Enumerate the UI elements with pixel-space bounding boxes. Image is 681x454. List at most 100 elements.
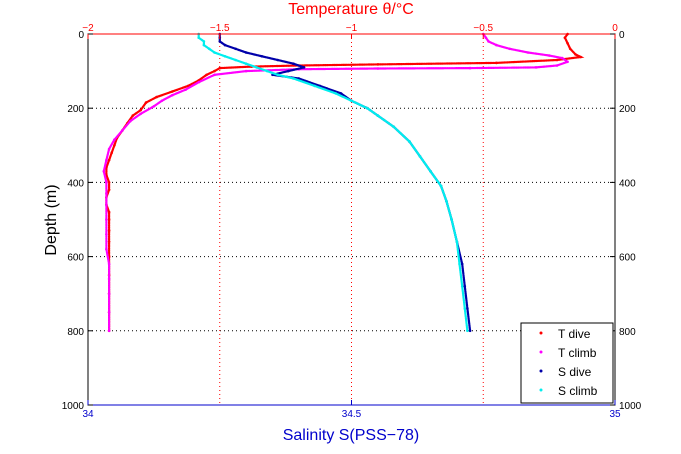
data-point [105,192,108,195]
depth-tick-label-right: 600 [619,253,636,264]
salinity-tick-label: 34 [82,409,94,420]
data-point [234,47,237,51]
data-point [244,51,248,54]
data-point [107,292,111,296]
data-point [223,55,227,58]
data-point [334,92,338,95]
series-trace [105,32,585,332]
depth-tick-label-left: 200 [67,104,84,115]
chart-title: Temperature θ/°C [288,1,414,18]
data-point [574,53,577,56]
data-point [313,84,316,88]
data-point [171,93,174,97]
data-point [171,90,174,93]
series-layer [102,32,585,333]
data-point [487,40,490,43]
legend: T dive T climb S dive S climb [520,322,614,404]
data-point [139,108,142,112]
depth-tick-label-left: 800 [67,327,84,338]
data-point [561,56,564,60]
data-point [460,285,464,288]
legend-marker [539,388,543,392]
data-point [105,203,108,206]
data-point [105,218,108,221]
depth-tick-label-right: 800 [619,327,636,338]
data-point [495,61,498,65]
data-point [276,58,280,62]
data-point [144,101,148,104]
data-point [376,63,380,66]
data-point [376,67,380,70]
temperature-tick-label: −0.5 [473,23,493,34]
series-s-climb [197,32,469,333]
y-axis-label: Depth (m) [43,184,60,255]
data-point [260,55,264,58]
data-point [466,307,469,310]
data-point [376,114,380,117]
data-point [107,188,111,192]
salinity-tick-label: 34.5 [342,409,362,420]
data-point [139,112,142,116]
series-t-climb [102,32,570,333]
temperature-tick-label: −2 [82,23,94,34]
data-point [408,140,411,143]
data-point [160,99,164,103]
data-point [107,181,111,184]
data-point [276,73,280,77]
data-point [255,66,258,69]
legend-marker [539,331,543,335]
data-point [566,60,569,64]
data-point [339,92,343,95]
depth-tick-label-left: 1000 [62,401,85,412]
data-point [213,51,216,54]
data-point [107,147,111,151]
data-point [418,155,422,158]
data-point [105,158,108,162]
legend-label: S climb [558,384,598,398]
depth-tick-label-left: 600 [67,253,84,264]
legend-label: S dive [558,365,592,379]
data-point [466,329,469,333]
salinity-tick-label: 35 [609,409,621,420]
data-point [131,114,135,117]
data-point [113,138,116,141]
data-point [186,84,190,88]
depth-tick-label-right: 0 [619,30,625,41]
data-point [265,69,269,73]
data-point [107,240,111,244]
legend-label: T dive [558,327,591,341]
data-point [547,54,551,57]
data-point [563,36,567,39]
data-point [113,144,116,147]
legend-marker [539,350,543,354]
data-point [107,210,111,214]
data-point [366,106,369,110]
data-point [244,69,248,73]
data-point [218,66,222,70]
data-point [439,184,443,188]
data-point [107,262,111,266]
data-point [218,40,222,43]
data-point [508,47,511,51]
temperature-tick-label: −1.5 [210,23,230,34]
data-point [468,329,472,333]
data-point [566,42,569,45]
data-point [184,88,187,91]
data-point [463,285,467,288]
data-point [468,66,472,70]
data-point [455,240,459,244]
data-point [234,58,237,62]
depth-tick-label-left: 400 [67,178,84,189]
legend-marker [539,369,543,373]
depth-tick-label-right: 400 [619,178,636,189]
data-point [450,218,453,221]
data-point [202,43,206,47]
temperature-tick-label: 0 [612,23,618,34]
data-point [197,36,200,39]
data-point [460,262,464,266]
data-point [213,69,216,73]
depth-tick-label-right: 1000 [619,401,642,412]
data-point [223,43,227,47]
data-point [568,47,572,51]
data-point [102,170,106,173]
